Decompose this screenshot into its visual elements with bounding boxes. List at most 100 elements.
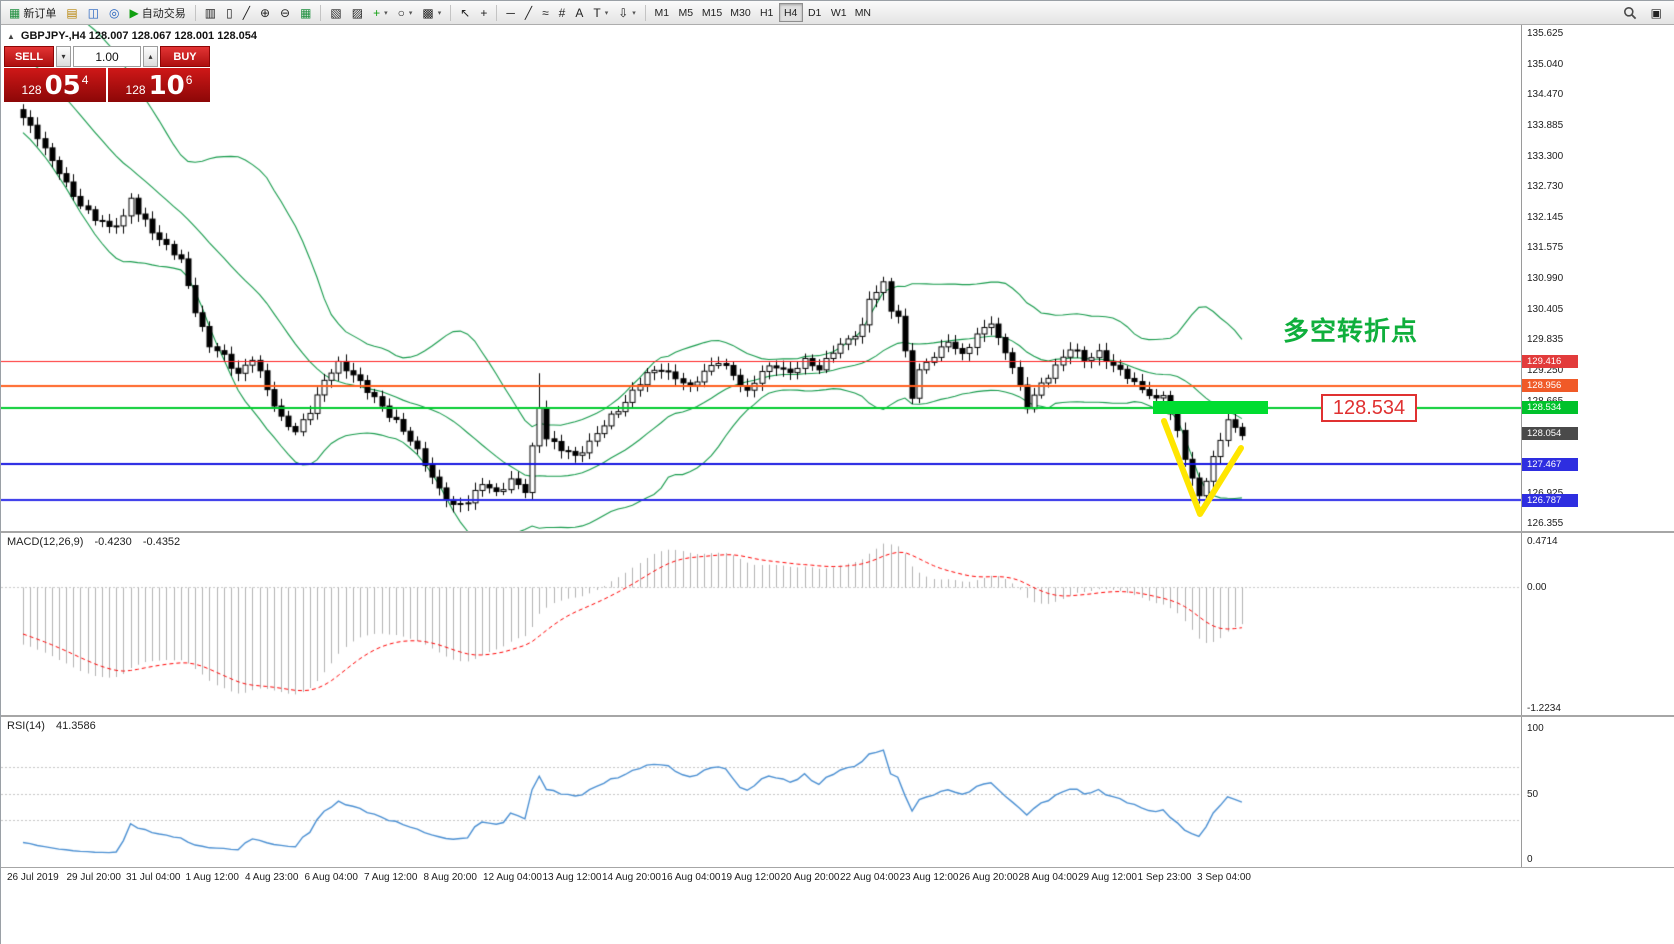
candlestick-chart-icon: ▯ <box>226 5 233 20</box>
time-axis[interactable]: 26 Jul 2019 29 Jul 20:00 31 Jul 04:00 1 Aug… <box>1 868 1674 894</box>
channel-button[interactable]: ≈ <box>537 3 554 23</box>
price-axis-tick: 134.470 <box>1527 89 1564 101</box>
trendline-icon: ╱ <box>524 5 533 20</box>
rsi-axis-label: 50 <box>1527 788 1539 800</box>
data-window-button[interactable]: ◎ <box>104 3 124 23</box>
timeframe-h1-button[interactable]: H1 <box>755 3 779 22</box>
highlight-rectangle-annotation[interactable] <box>1153 401 1268 414</box>
price-axis-badge: 127.467 <box>1522 457 1578 471</box>
turning-point-annotation[interactable]: 多空转折点 <box>1283 316 1419 346</box>
fibonacci-button[interactable]: # <box>554 3 571 23</box>
time-axis-label: 8 Aug 20:00 <box>423 872 477 883</box>
time-axis-label: 26 Aug 20:00 <box>959 872 1018 883</box>
arrows-button[interactable]: ⇩ ▾ <box>613 3 641 23</box>
time-axis-label: 1 Sep 23:00 <box>1137 872 1192 883</box>
rsi-panel-canvas[interactable] <box>1 717 1521 867</box>
bar-chart-button[interactable]: ▥ <box>200 3 221 23</box>
time-axis-label: 20 Aug 20:00 <box>780 872 840 883</box>
yellow-check-annotation[interactable] <box>1156 411 1251 523</box>
volume-input[interactable]: 1.00 <box>73 46 141 67</box>
time-axis-label: 29 Jul 20:00 <box>66 872 122 883</box>
zoom-in-icon: ⊕ <box>259 5 270 20</box>
cascade-windows-button[interactable]: ▨ <box>347 3 368 23</box>
sell-button[interactable]: SELL <box>4 46 54 67</box>
grid-icon: ▦ <box>300 5 312 20</box>
windows-icon: ▣ <box>1650 5 1662 20</box>
volume-step-up-button[interactable]: ▴ <box>143 46 158 67</box>
window-list-button[interactable]: ▣ <box>1646 3 1667 23</box>
auto-trading-icon: ▶ <box>129 5 139 20</box>
dropdown-arrow-icon: ▾ <box>604 9 609 17</box>
text-label-icon: T <box>593 5 601 20</box>
new-order-icon: ▦ <box>9 5 21 20</box>
periods-icon: ○ <box>397 5 405 20</box>
time-axis-label: 7 Aug 12:00 <box>364 872 418 883</box>
templates-icon: ▩ <box>422 5 434 20</box>
macd-indicator-label: MACD(12,26,9) -0.4230 -0.4352 <box>7 536 180 548</box>
timeframe-h4-button[interactable]: H4 <box>778 3 803 22</box>
templates-button[interactable]: ▩ ▾ <box>417 3 446 23</box>
timeframe-m1-button[interactable]: M1 <box>650 3 674 22</box>
time-axis-label: 19 Aug 12:00 <box>721 872 780 883</box>
fibonacci-icon: # <box>558 5 566 20</box>
timeframe-mn-button[interactable]: MN <box>851 3 875 22</box>
candlestick-chart-button[interactable]: ▯ <box>221 3 238 23</box>
price-axis[interactable] <box>1521 25 1674 867</box>
panel-separator[interactable] <box>1 531 1674 533</box>
buy-button[interactable]: BUY <box>160 46 210 67</box>
auto-trading-button[interactable]: ▶ 自动交易 <box>125 3 191 23</box>
line-chart-button[interactable]: ╱ <box>238 3 255 23</box>
timeframe-m15-button[interactable]: M15 <box>698 3 726 22</box>
timeframe-m5-button[interactable]: M5 <box>674 3 698 22</box>
main-chart-canvas[interactable] <box>1 25 1521 531</box>
grid-button[interactable]: ▦ <box>295 3 316 23</box>
text-icon: A <box>575 5 584 20</box>
buy-price-big: 10 <box>148 71 185 102</box>
one-click-collapse-icon[interactable]: ▲ <box>7 31 15 41</box>
price-annotation-label[interactable]: 128.534 <box>1321 394 1417 422</box>
rsi-value: 41.3586 <box>55 720 96 732</box>
sell-price-sup: 4 <box>81 73 89 87</box>
sell-price-base: 128 <box>21 83 42 97</box>
price-axis-badge: 128.956 <box>1522 379 1578 393</box>
toolbar: ▦ 新订单 ▤ ◫ ◎ ▶ 自动交易 ▥ ▯ ╱ ⊕ ⊖ ▦ ▧ ▨ + ▾ ○ ▾ ▩ ▾ ↖ + ─ ╱ ≈ # A T ▾ ⇩ ▾ M1 M… <box>1 1 1674 25</box>
chart-window-button[interactable]: ▤ <box>61 3 82 23</box>
cursor-button[interactable]: ↖ <box>455 3 475 23</box>
macd-value-signal: -0.4352 <box>142 536 181 548</box>
time-axis-label: 23 Aug 12:00 <box>899 872 959 883</box>
data-window-icon: ◎ <box>109 5 120 20</box>
rsi-axis-label: 0 <box>1527 854 1533 865</box>
time-axis-label: 22 Aug 04:00 <box>840 872 899 883</box>
search-button[interactable] <box>1618 3 1642 23</box>
timeframe-m30-button[interactable]: M30 <box>726 3 754 22</box>
sell-price-display[interactable]: 128 05 4 <box>4 68 106 102</box>
zoom-in-button[interactable]: ⊕ <box>255 3 275 23</box>
time-axis-label: 13 Aug 12:00 <box>542 872 602 883</box>
dropdown-arrow-icon: ▾ <box>437 9 442 17</box>
price-axis-badge: 128.054 <box>1522 426 1578 440</box>
panel-separator[interactable] <box>1 867 1674 868</box>
market-watch-button[interactable]: ◫ <box>83 3 104 23</box>
buy-price-display[interactable]: 128 10 6 <box>108 68 210 102</box>
text-button[interactable]: A <box>570 3 588 23</box>
price-axis-tick: 135.625 <box>1527 28 1564 40</box>
text-label-button[interactable]: T ▾ <box>588 3 613 23</box>
zoom-out-button[interactable]: ⊖ <box>275 3 295 23</box>
timeframe-d1-button[interactable]: D1 <box>803 3 827 22</box>
channel-icon: ≈ <box>542 5 549 20</box>
crosshair-button[interactable]: + <box>475 3 492 23</box>
periods-button[interactable]: ○ ▾ <box>393 3 418 23</box>
trendline-button[interactable]: ╱ <box>520 3 537 23</box>
macd-value-main: -0.4230 <box>94 536 132 548</box>
time-axis-label: 1 Aug 12:00 <box>185 872 239 883</box>
panel-separator[interactable] <box>1 715 1674 717</box>
horizontal-line-button[interactable]: ─ <box>501 3 520 23</box>
indicators-button[interactable]: + ▾ <box>368 3 393 23</box>
price-axis-tick: 126.355 <box>1527 518 1564 530</box>
volume-step-down-button[interactable]: ▾ <box>56 46 71 67</box>
macd-panel-canvas[interactable] <box>1 533 1521 715</box>
timeframe-w1-button[interactable]: W1 <box>827 3 851 22</box>
new-order-button[interactable]: ▦ 新订单 <box>4 3 61 23</box>
tile-windows-button[interactable]: ▧ <box>325 3 346 23</box>
price-axis-badge: 126.787 <box>1522 493 1578 507</box>
